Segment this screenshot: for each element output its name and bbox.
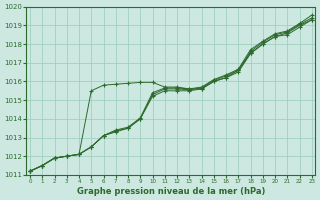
X-axis label: Graphe pression niveau de la mer (hPa): Graphe pression niveau de la mer (hPa) [77,187,265,196]
